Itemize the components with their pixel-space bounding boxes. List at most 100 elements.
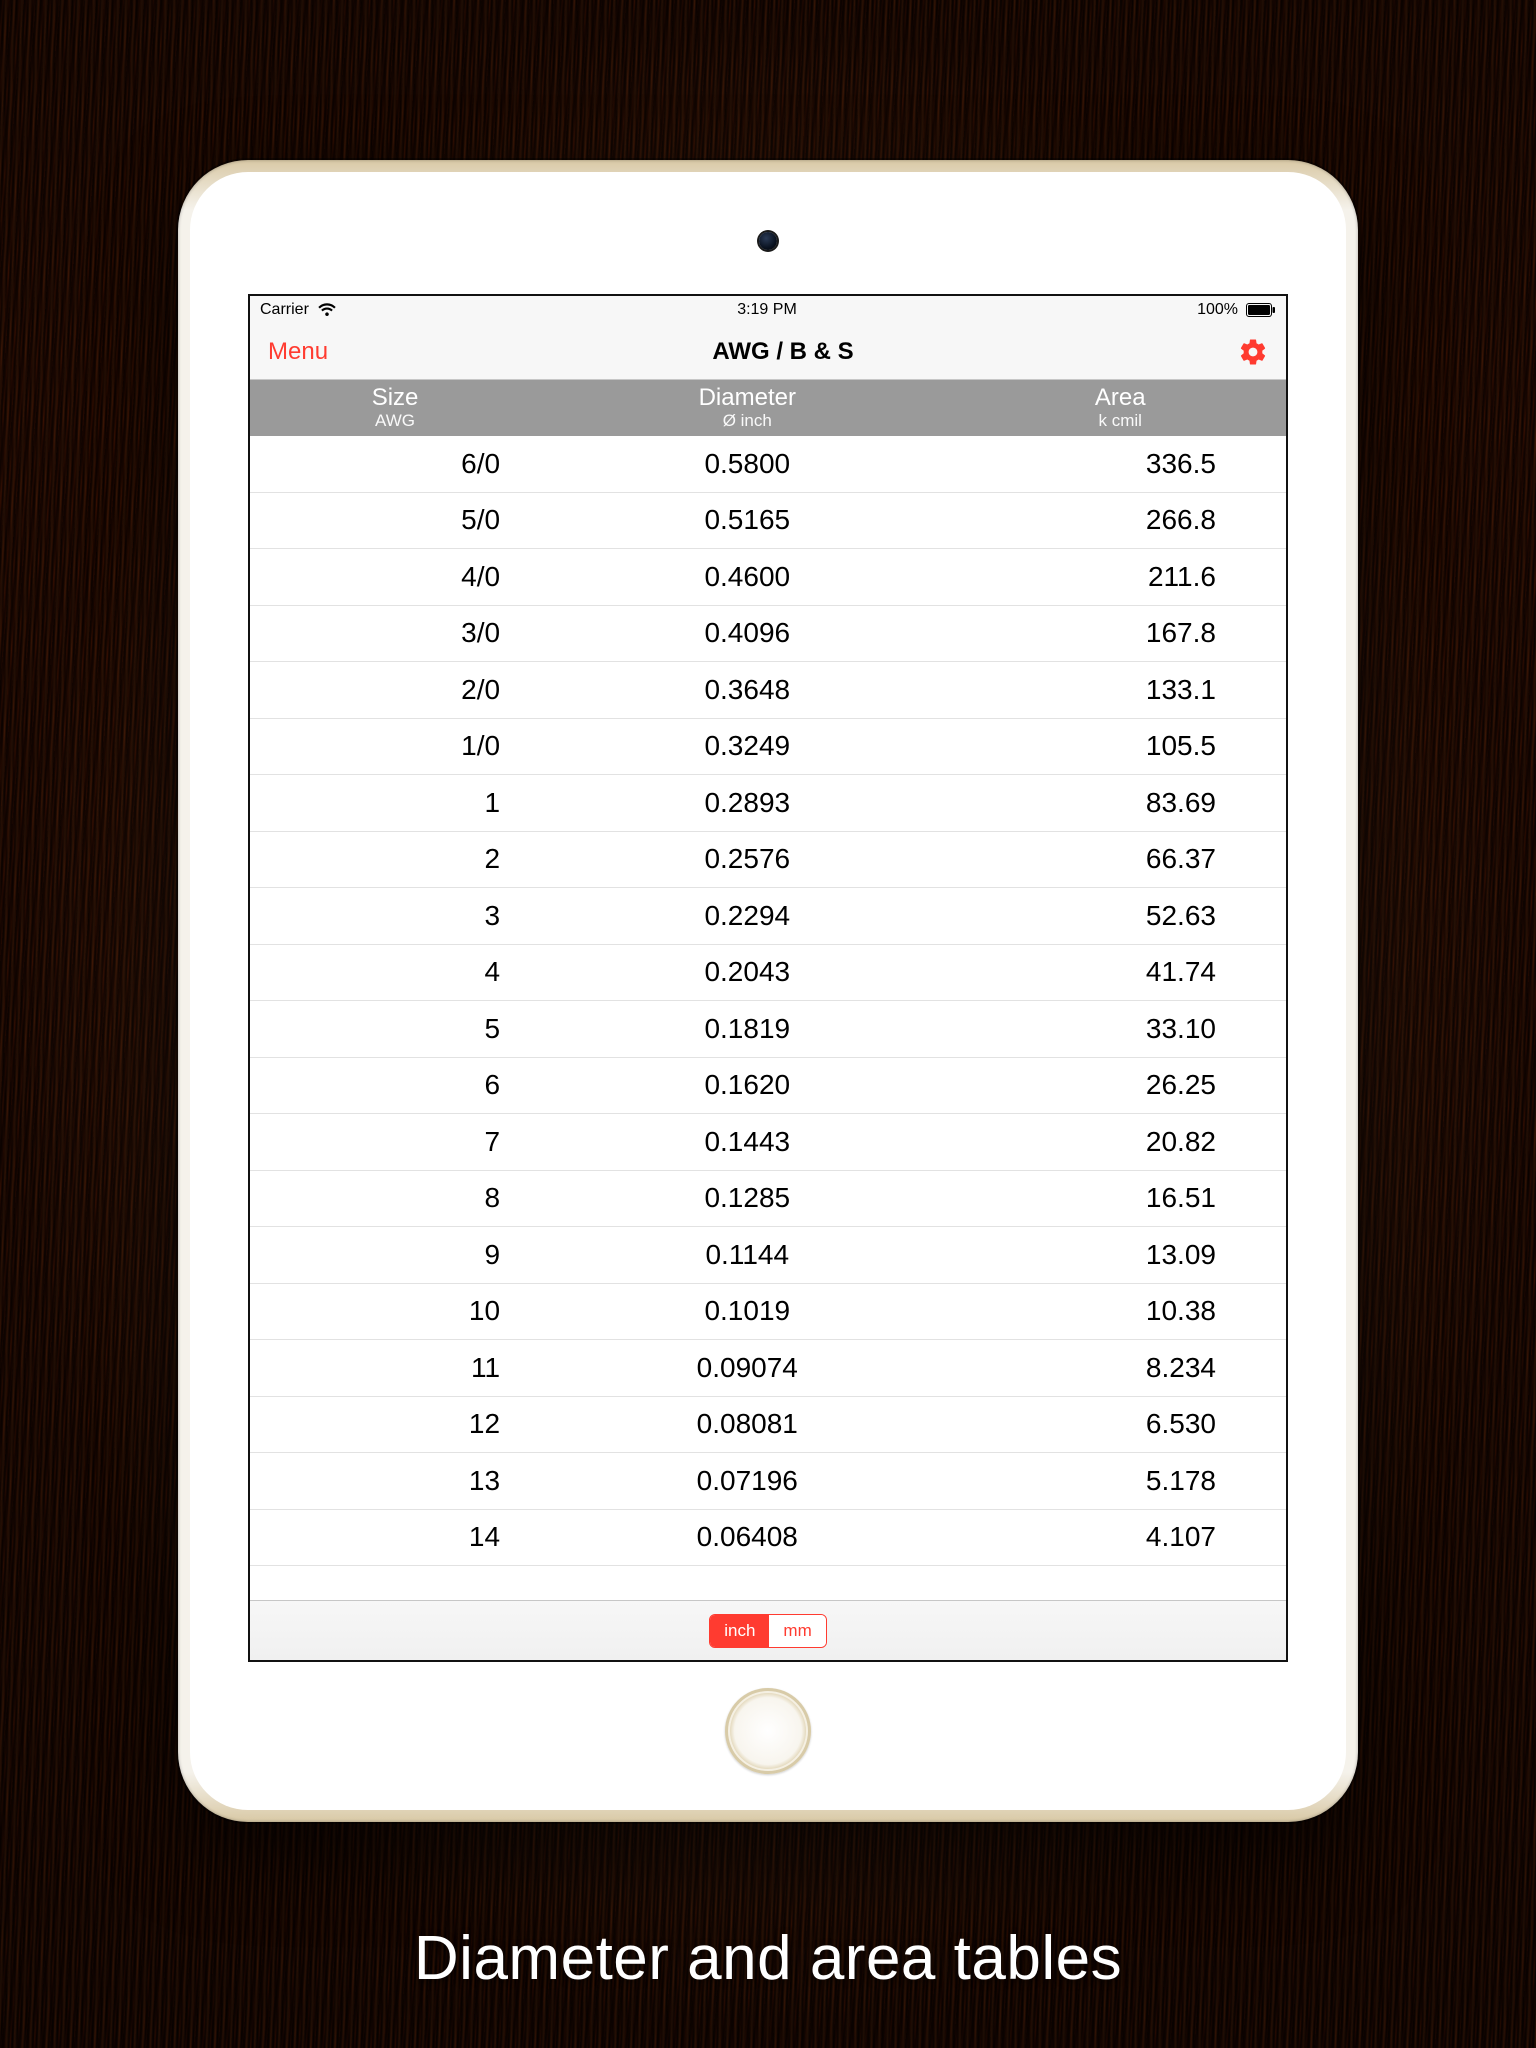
cell-area: 8.234 [954,1352,1286,1384]
cell-diameter: 0.1443 [540,1126,954,1158]
cell-size: 10 [250,1295,540,1327]
cell-area: 13.09 [954,1239,1286,1271]
header-diameter-title: Diameter [540,385,954,411]
cell-area: 133.1 [954,674,1286,706]
header-size-title: Size [250,385,540,411]
cell-area: 66.37 [954,843,1286,875]
cell-diameter: 0.06408 [540,1521,954,1553]
table-row[interactable]: 10.289383.69 [250,775,1286,832]
cell-area: 10.38 [954,1295,1286,1327]
table-row[interactable]: 3/00.4096167.8 [250,606,1286,663]
table-row[interactable]: 70.144320.82 [250,1114,1286,1171]
cell-area: 16.51 [954,1182,1286,1214]
cell-diameter: 0.5800 [540,448,954,480]
nav-title: AWG / B & S [712,338,853,366]
table-row[interactable]: 110.090748.234 [250,1340,1286,1397]
table-row[interactable]: 6/00.5800336.5 [250,436,1286,493]
table-row[interactable]: 5/00.5165266.8 [250,493,1286,550]
unit-option-mm[interactable]: mm [769,1615,825,1647]
nav-bar: Menu AWG / B & S [250,324,1286,380]
cell-diameter: 0.4600 [540,561,954,593]
cell-size: 11 [250,1352,540,1384]
ipad-frame: Carrier 3:19 PM 100% Menu AWG / B & S [178,160,1358,1822]
battery-icon [1246,303,1276,317]
table-row[interactable]: 30.229452.63 [250,888,1286,945]
table-header: Size AWG Diameter Ø inch Area k cmil [250,380,1286,436]
cell-diameter: 0.1819 [540,1013,954,1045]
table-row[interactable]: 4/00.4600211.6 [250,549,1286,606]
cell-diameter: 0.2043 [540,956,954,988]
table-body[interactable]: 6/00.5800336.55/00.5165266.84/00.4600211… [250,436,1286,1600]
cell-size: 6/0 [250,448,540,480]
table-row[interactable]: 140.064084.107 [250,1510,1286,1567]
wifi-icon [317,303,337,317]
cell-size: 2 [250,843,540,875]
cell-diameter: 0.1285 [540,1182,954,1214]
table-row[interactable]: 20.257666.37 [250,832,1286,889]
cell-diameter: 0.5165 [540,504,954,536]
cell-size: 1 [250,787,540,819]
cell-area: 6.530 [954,1408,1286,1440]
table-row[interactable]: 130.071965.178 [250,1453,1286,1510]
cell-area: 167.8 [954,617,1286,649]
cell-size: 4/0 [250,561,540,593]
header-size: Size AWG [250,385,540,430]
cell-size: 14 [250,1521,540,1553]
cell-area: 20.82 [954,1126,1286,1158]
status-left: Carrier [260,301,337,319]
table-row[interactable]: 50.181933.10 [250,1001,1286,1058]
table-row[interactable]: 1/00.3249105.5 [250,719,1286,776]
cell-size: 4 [250,956,540,988]
header-area: Area k cmil [954,385,1286,430]
cell-size: 2/0 [250,674,540,706]
cell-area: 33.10 [954,1013,1286,1045]
cell-area: 5.178 [954,1465,1286,1497]
cell-size: 3/0 [250,617,540,649]
table-row[interactable]: 80.128516.51 [250,1171,1286,1228]
cell-area: 4.107 [954,1521,1286,1553]
cell-diameter: 0.3648 [540,674,954,706]
cell-size: 8 [250,1182,540,1214]
unit-segmented-control[interactable]: inchmm [709,1614,827,1648]
battery-pct: 100% [1197,301,1238,319]
header-area-sub: k cmil [954,412,1286,431]
screen: Carrier 3:19 PM 100% Menu AWG / B & S [248,294,1288,1662]
table-row[interactable]: 120.080816.530 [250,1397,1286,1454]
gear-icon [1238,337,1268,367]
marketing-caption: Diameter and area tables [0,1923,1536,1994]
cell-size: 5/0 [250,504,540,536]
cell-diameter: 0.1620 [540,1069,954,1101]
header-size-sub: AWG [250,412,540,431]
status-time: 3:19 PM [337,301,1197,319]
table-row[interactable]: 100.101910.38 [250,1284,1286,1341]
ipad-body: Carrier 3:19 PM 100% Menu AWG / B & S [190,172,1346,1810]
cell-diameter: 0.1019 [540,1295,954,1327]
header-diameter: Diameter Ø inch [540,385,954,430]
status-right: 100% [1197,301,1276,319]
cell-diameter: 0.2294 [540,900,954,932]
menu-button[interactable]: Menu [268,338,328,366]
header-area-title: Area [954,385,1286,411]
home-button[interactable] [725,1688,811,1774]
table-row[interactable]: 90.114413.09 [250,1227,1286,1284]
cell-diameter: 0.2893 [540,787,954,819]
status-bar: Carrier 3:19 PM 100% [250,296,1286,324]
cell-size: 7 [250,1126,540,1158]
cell-area: 266.8 [954,504,1286,536]
table-row[interactable]: 2/00.3648133.1 [250,662,1286,719]
unit-option-inch[interactable]: inch [710,1615,769,1647]
cell-area: 52.63 [954,900,1286,932]
cell-area: 336.5 [954,448,1286,480]
table-row[interactable]: 40.204341.74 [250,945,1286,1002]
cell-size: 13 [250,1465,540,1497]
cell-diameter: 0.08081 [540,1408,954,1440]
cell-area: 211.6 [954,561,1286,593]
cell-size: 9 [250,1239,540,1271]
cell-size: 5 [250,1013,540,1045]
cell-diameter: 0.07196 [540,1465,954,1497]
settings-button[interactable] [1238,337,1268,367]
cell-diameter: 0.2576 [540,843,954,875]
cell-size: 6 [250,1069,540,1101]
cell-diameter: 0.3249 [540,730,954,762]
table-row[interactable]: 60.162026.25 [250,1058,1286,1115]
